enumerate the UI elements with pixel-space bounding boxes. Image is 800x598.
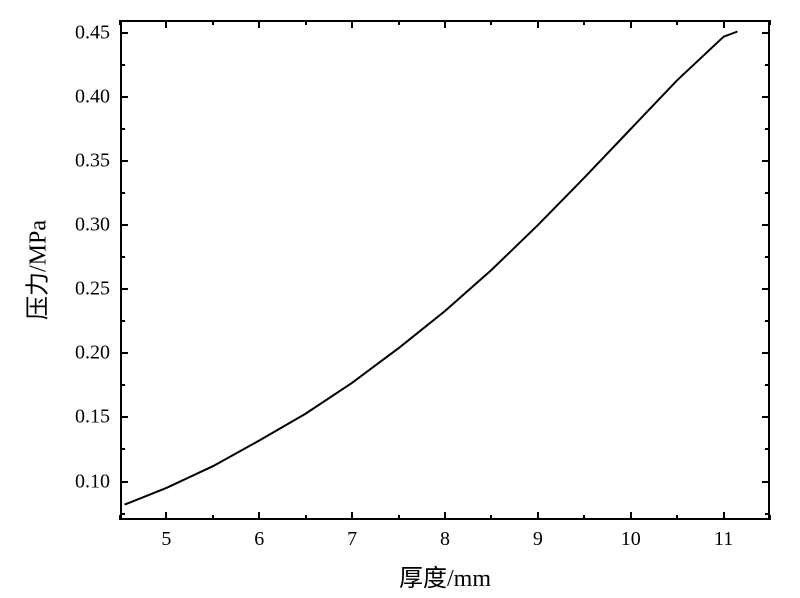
y-tick-label: 0.30 — [75, 214, 110, 237]
x-tick-minor — [583, 20, 585, 25]
y-tick-major — [120, 416, 128, 418]
y-tick-label: 0.10 — [75, 470, 110, 493]
y-tick-major — [120, 224, 128, 226]
y-tick-major — [120, 96, 128, 98]
y-tick-major — [762, 224, 770, 226]
y-tick-major — [762, 160, 770, 162]
x-tick-major — [723, 20, 725, 28]
x-tick-label: 10 — [621, 528, 641, 551]
y-tick-minor — [120, 256, 125, 258]
y-tick-label: 0.20 — [75, 342, 110, 365]
y-tick-major — [762, 416, 770, 418]
y-tick-label: 0.15 — [75, 406, 110, 429]
y-tick-minor — [765, 448, 770, 450]
x-tick-major — [537, 512, 539, 520]
x-tick-major — [723, 512, 725, 520]
x-tick-minor — [769, 515, 771, 520]
y-tick-minor — [765, 320, 770, 322]
y-tick-major — [762, 352, 770, 354]
y-tick-major — [762, 481, 770, 483]
y-tick-minor — [120, 320, 125, 322]
x-tick-major — [258, 512, 260, 520]
y-tick-minor — [120, 513, 125, 515]
pressure-thickness-chart: 厚度/mm 压力/MPa 5 6 7 8 9 10 11 0.10 0.15 0.20 0.25 0.… — [0, 0, 800, 598]
x-tick-minor — [583, 515, 585, 520]
x-tick-minor — [676, 20, 678, 25]
y-tick-minor — [765, 384, 770, 386]
x-tick-minor — [212, 515, 214, 520]
y-tick-label: 0.40 — [75, 85, 110, 108]
x-tick-major — [165, 512, 167, 520]
x-tick-minor — [212, 20, 214, 25]
x-tick-major — [537, 20, 539, 28]
x-tick-major — [258, 20, 260, 28]
y-tick-minor — [120, 384, 125, 386]
x-tick-label: 9 — [533, 528, 543, 551]
y-tick-minor — [120, 128, 125, 130]
y-tick-major — [120, 352, 128, 354]
y-tick-minor — [765, 513, 770, 515]
x-tick-minor — [490, 20, 492, 25]
y-tick-major — [762, 288, 770, 290]
x-tick-major — [165, 20, 167, 28]
x-tick-minor — [119, 515, 121, 520]
x-tick-label: 5 — [161, 528, 171, 551]
x-tick-minor — [305, 20, 307, 25]
x-tick-minor — [305, 515, 307, 520]
x-tick-label: 7 — [347, 528, 357, 551]
x-tick-major — [444, 512, 446, 520]
y-tick-minor — [765, 192, 770, 194]
x-tick-minor — [398, 20, 400, 25]
x-tick-minor — [769, 20, 771, 25]
y-tick-major — [762, 32, 770, 34]
x-tick-label: 6 — [254, 528, 264, 551]
x-tick-minor — [119, 20, 121, 25]
y-tick-minor — [120, 192, 125, 194]
y-tick-major — [120, 288, 128, 290]
y-tick-minor — [120, 64, 125, 66]
series-line — [125, 32, 738, 505]
y-axis-label: 压力/MPa — [18, 220, 53, 320]
x-axis-label: 厚度/mm — [399, 558, 491, 593]
x-tick-major — [351, 20, 353, 28]
x-tick-label: 11 — [714, 528, 733, 551]
x-tick-minor — [398, 515, 400, 520]
x-tick-major — [444, 20, 446, 28]
y-tick-minor — [120, 448, 125, 450]
x-tick-major — [630, 512, 632, 520]
y-tick-minor — [765, 64, 770, 66]
y-tick-label: 0.45 — [75, 21, 110, 44]
x-tick-label: 8 — [440, 528, 450, 551]
y-tick-label: 0.35 — [75, 150, 110, 173]
x-tick-minor — [676, 515, 678, 520]
x-tick-major — [351, 512, 353, 520]
y-tick-major — [762, 96, 770, 98]
x-tick-major — [630, 20, 632, 28]
x-tick-minor — [490, 515, 492, 520]
y-tick-major — [120, 481, 128, 483]
y-tick-minor — [765, 128, 770, 130]
data-curve — [0, 0, 800, 598]
y-tick-label: 0.25 — [75, 278, 110, 301]
y-tick-major — [120, 160, 128, 162]
y-tick-minor — [765, 256, 770, 258]
y-tick-major — [120, 32, 128, 34]
